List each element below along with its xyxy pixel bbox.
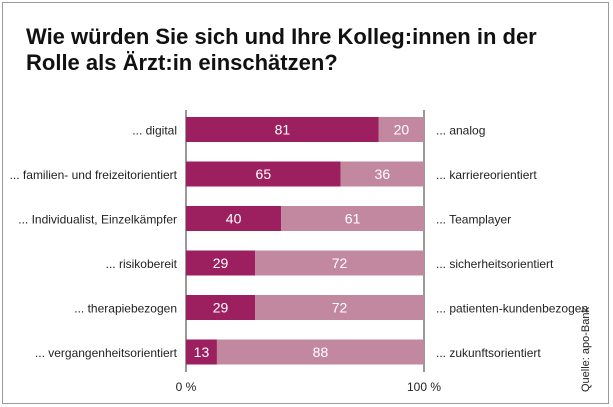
left-category-label: ... risikobereit	[106, 257, 178, 271]
bar-segment-left	[186, 117, 379, 142]
chart-frame	[2, 2, 609, 404]
bar-segment-left	[186, 206, 282, 231]
right-category-label: ... karriereorientiert	[436, 168, 537, 182]
bar-segment-left	[186, 295, 256, 320]
bar-segment-left	[186, 339, 217, 365]
bar-value-label: 29	[213, 300, 229, 316]
bar-value-label: 13	[194, 344, 210, 360]
left-category-label: ... Individualist, Einzelkämpfer	[18, 213, 177, 227]
bars-group: ... digital ... analog 81 20 ... familien- u…	[10, 117, 588, 365]
bar-segment-right	[378, 117, 424, 142]
left-category-label: ... familien- und freizeitorientiert	[10, 168, 178, 182]
bar-segment-right	[255, 295, 424, 320]
bar-value-label: 81	[275, 122, 291, 138]
bar-segment-left	[186, 161, 341, 187]
bar-value-label: 72	[332, 255, 348, 271]
bar-value-label: 88	[313, 344, 329, 360]
bar-value-label: 36	[375, 166, 391, 182]
bar-segment-right	[216, 339, 424, 365]
chart-title: Wie würden Sie sich und Ihre Kolleg:inne…	[26, 24, 537, 75]
bar-segment-right	[255, 250, 424, 276]
left-category-label: ... therapiebezogen	[74, 302, 177, 316]
right-category-label: ... sicherheitsorientiert	[436, 257, 554, 271]
x-tick-start: 0 %	[176, 380, 197, 394]
bar-value-label: 72	[332, 300, 348, 316]
bar-value-label: 65	[256, 166, 272, 182]
bar-segment-right	[281, 206, 424, 231]
left-category-label: ... digital	[132, 124, 177, 138]
bar-value-label: 20	[394, 122, 410, 138]
bar-segment-left	[186, 250, 256, 276]
bar-segment-right	[340, 161, 424, 187]
right-category-label: ... analog	[436, 124, 485, 138]
bar-value-label: 61	[345, 211, 361, 227]
x-tick-end: 100 %	[407, 380, 441, 394]
right-category-label: ... zukunftsorientiert	[436, 346, 541, 360]
right-category-label: ... Teamplayer	[436, 213, 511, 227]
bar-value-label: 29	[213, 255, 229, 271]
bar-value-label: 40	[226, 211, 242, 227]
left-category-label: ... vergangenheitsorientiert	[35, 346, 178, 360]
right-category-label: ... patienten-kundenbezogen	[436, 302, 588, 316]
